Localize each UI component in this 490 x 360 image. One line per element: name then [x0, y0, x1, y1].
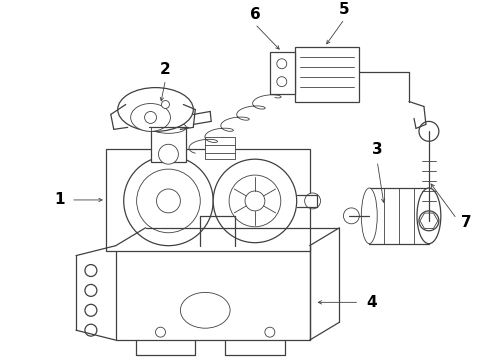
- Circle shape: [213, 159, 297, 243]
- Bar: [106, 149, 310, 251]
- Ellipse shape: [417, 188, 441, 244]
- Circle shape: [265, 327, 275, 337]
- Circle shape: [155, 327, 166, 337]
- Circle shape: [162, 100, 170, 108]
- Circle shape: [419, 121, 439, 141]
- Circle shape: [229, 175, 281, 227]
- Circle shape: [277, 59, 287, 69]
- Circle shape: [123, 156, 213, 246]
- Circle shape: [85, 304, 97, 316]
- Circle shape: [85, 265, 97, 276]
- Bar: [205, 218, 230, 236]
- Bar: [150, 127, 186, 162]
- Circle shape: [85, 284, 97, 296]
- Circle shape: [305, 193, 320, 209]
- Bar: [369, 188, 429, 244]
- Polygon shape: [420, 213, 438, 229]
- Bar: [116, 246, 310, 340]
- Circle shape: [137, 169, 200, 233]
- Circle shape: [277, 77, 287, 87]
- Bar: [270, 52, 294, 94]
- Circle shape: [419, 211, 439, 231]
- Text: 5: 5: [339, 1, 350, 17]
- Circle shape: [343, 208, 359, 224]
- Bar: [205, 137, 235, 159]
- Text: 6: 6: [249, 6, 260, 22]
- Ellipse shape: [361, 188, 377, 244]
- Text: 2: 2: [160, 62, 171, 77]
- Circle shape: [85, 324, 97, 336]
- Text: 3: 3: [372, 142, 383, 157]
- Text: 7: 7: [462, 215, 472, 230]
- Bar: [294, 47, 359, 102]
- Text: 1: 1: [54, 193, 64, 207]
- Circle shape: [158, 144, 178, 164]
- Text: 4: 4: [366, 295, 377, 310]
- Ellipse shape: [150, 121, 186, 133]
- Circle shape: [156, 189, 180, 213]
- Ellipse shape: [180, 292, 230, 328]
- Circle shape: [145, 112, 156, 123]
- Ellipse shape: [118, 87, 193, 131]
- Ellipse shape: [131, 104, 171, 131]
- Circle shape: [245, 191, 265, 211]
